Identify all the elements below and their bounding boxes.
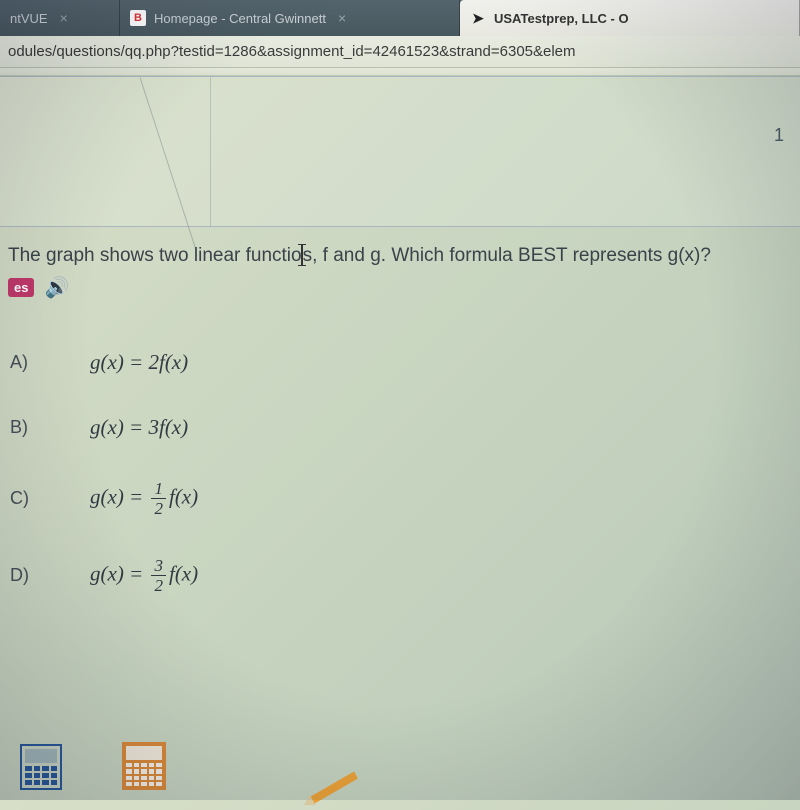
favicon-icon: B	[130, 10, 146, 26]
tab-label: Homepage - Central Gwinnett	[154, 11, 326, 26]
question-area: The graph shows two linear functios, f a…	[0, 227, 800, 594]
choice-d[interactable]: D) g(x) = 32f(x)	[8, 557, 792, 594]
url-bar[interactable]: odules/questions/qq.php?testid=1286&assi…	[0, 36, 800, 68]
tab-usatestprep[interactable]: ➤ USATestprep, LLC - O	[460, 0, 800, 36]
choice-b[interactable]: B) g(x) = 3f(x)	[8, 415, 792, 440]
close-icon[interactable]: ×	[56, 10, 72, 26]
toolbar-gap	[0, 68, 800, 76]
choice-formula: g(x) = 3f(x)	[90, 415, 188, 440]
tab-label: USATestprep, LLC - O	[494, 11, 629, 26]
choice-formula: g(x) = 32f(x)	[90, 557, 198, 594]
calculator-blue-icon[interactable]	[20, 744, 62, 790]
choice-label: B)	[10, 417, 36, 438]
tab-label: ntVUE	[10, 11, 48, 26]
cursor-icon: ➤	[470, 10, 486, 26]
calculator-orange-icon[interactable]	[122, 742, 166, 790]
question-post: s, f and g. Which formula BEST represent…	[303, 245, 711, 266]
spanish-badge[interactable]: es	[8, 278, 34, 297]
choice-label: A)	[10, 352, 36, 373]
text-cursor-icon	[301, 245, 303, 265]
choice-formula: g(x) = 12f(x)	[90, 480, 198, 517]
close-icon[interactable]: ×	[334, 10, 350, 26]
choice-c[interactable]: C) g(x) = 12f(x)	[8, 480, 792, 517]
tab-homepage[interactable]: B Homepage - Central Gwinnett ×	[120, 0, 460, 36]
choice-formula: g(x) = 2f(x)	[90, 350, 188, 375]
answer-choices: A) g(x) = 2f(x) B) g(x) = 3f(x) C) g(x) …	[8, 350, 792, 594]
choice-a[interactable]: A) g(x) = 2f(x)	[8, 350, 792, 375]
question-text: The graph shows two linear functios, f a…	[8, 241, 792, 269]
choice-label: D)	[10, 565, 36, 586]
graph-panel: 1	[0, 77, 800, 227]
axis-tick: 1	[774, 125, 784, 146]
url-text: odules/questions/qq.php?testid=1286&assi…	[8, 43, 576, 60]
question-pre: The graph shows two linear functio	[8, 245, 302, 266]
pencil-icon[interactable]	[301, 770, 359, 810]
browser-tabs: ntVUE × B Homepage - Central Gwinnett × …	[0, 0, 800, 36]
choice-label: C)	[10, 488, 36, 509]
tab-studentvue[interactable]: ntVUE ×	[0, 0, 120, 36]
speaker-icon[interactable]: 🔊	[44, 275, 69, 300]
